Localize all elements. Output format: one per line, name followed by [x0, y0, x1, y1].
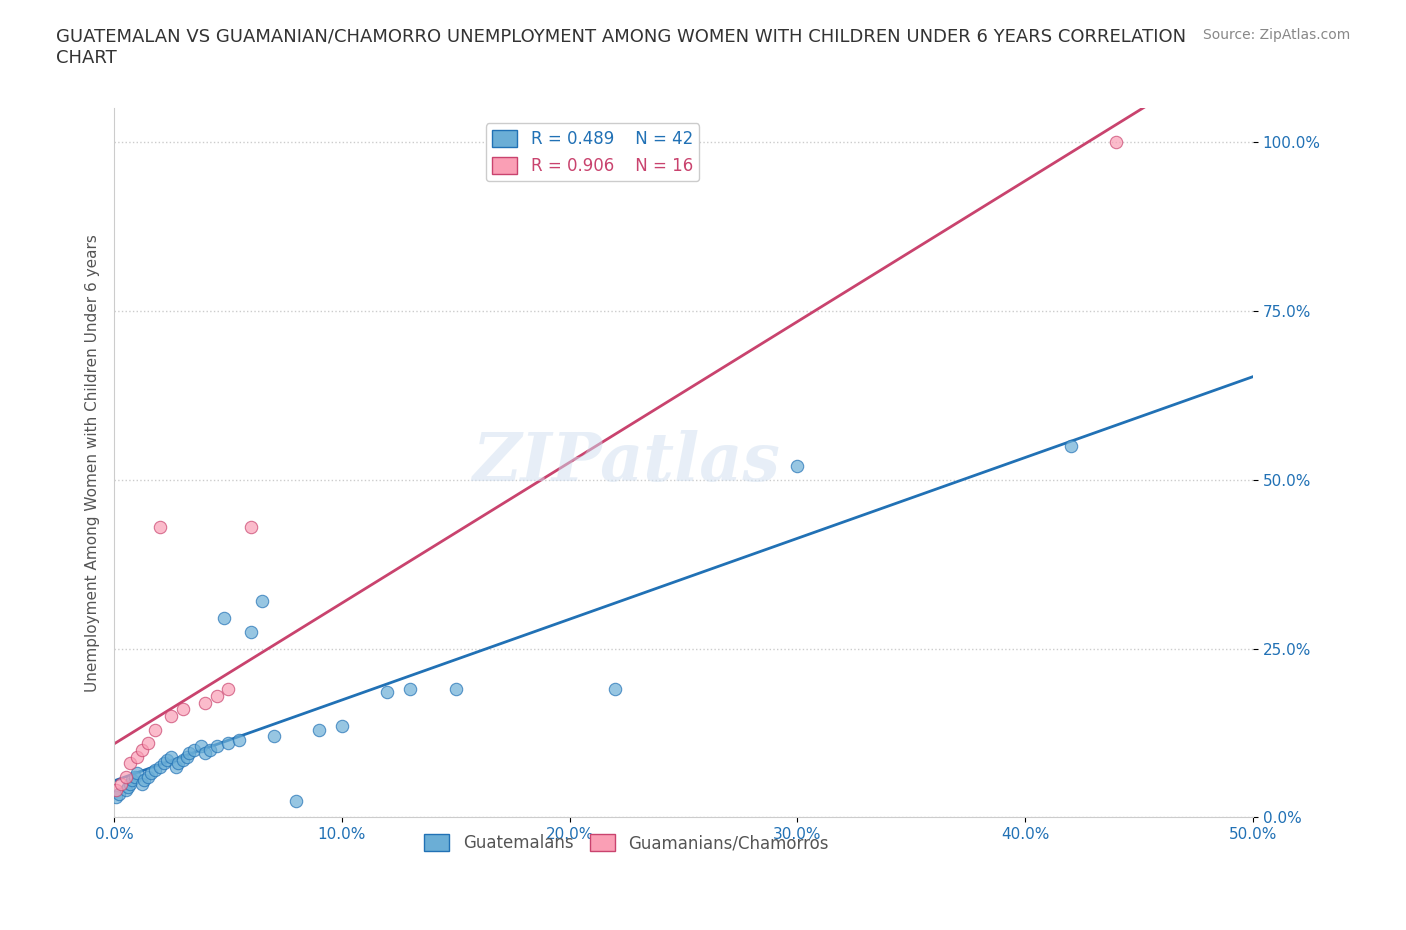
Y-axis label: Unemployment Among Women with Children Under 6 years: Unemployment Among Women with Children U… [86, 233, 100, 692]
Point [167, 756, 190, 771]
Point [153, 756, 176, 771]
Point [194, 746, 217, 761]
Point [252, 593, 274, 608]
Point [176, 750, 198, 764]
Point [155, 752, 177, 767]
Point [183, 742, 205, 757]
Point [121, 773, 143, 788]
Point [117, 779, 139, 794]
Point [330, 719, 353, 734]
Point [160, 750, 183, 764]
Point [263, 729, 285, 744]
Point [172, 702, 194, 717]
Point [105, 790, 128, 804]
Point [114, 769, 136, 784]
Legend: Guatemalans, Guamanians/Chamorros: Guatemalans, Guamanians/Chamorros [418, 827, 835, 858]
Point [138, 769, 160, 784]
Point [205, 739, 228, 754]
Point [198, 742, 221, 757]
Point [143, 763, 166, 777]
Point [217, 682, 239, 697]
Point [172, 752, 194, 767]
Point [190, 739, 212, 754]
Point [131, 742, 153, 757]
Point [105, 783, 128, 798]
Point [444, 682, 467, 697]
Text: ZIPatlas: ZIPatlas [472, 431, 780, 495]
Point [205, 688, 228, 703]
Point [143, 722, 166, 737]
Point [212, 611, 235, 626]
Point [605, 682, 627, 697]
Point [194, 695, 217, 710]
Point [120, 777, 142, 791]
Point [132, 773, 155, 788]
Point [149, 520, 172, 535]
Text: GUATEMALAN VS GUAMANIAN/CHAMORRO UNEMPLOYMENT AMONG WOMEN WITH CHILDREN UNDER 6 : GUATEMALAN VS GUAMANIAN/CHAMORRO UNEMPLO… [56, 28, 1187, 67]
Point [217, 736, 239, 751]
Point [124, 769, 146, 784]
Point [239, 624, 262, 639]
Point [125, 750, 148, 764]
Point [786, 458, 808, 473]
Point [107, 787, 129, 802]
Point [114, 783, 136, 798]
Point [179, 746, 201, 761]
Point [308, 722, 330, 737]
Point [228, 732, 250, 747]
Point [285, 793, 308, 808]
Point [377, 685, 399, 700]
Point [149, 759, 172, 774]
Point [160, 709, 183, 724]
Point [125, 766, 148, 781]
Point [139, 766, 162, 781]
Point [120, 756, 142, 771]
Point [110, 777, 132, 791]
Point [131, 777, 153, 791]
Point [1105, 134, 1128, 149]
Point [165, 759, 187, 774]
Point [239, 520, 262, 535]
Point [138, 736, 160, 751]
Text: Source: ZipAtlas.com: Source: ZipAtlas.com [1202, 28, 1350, 42]
Point [399, 682, 422, 697]
Point [1060, 438, 1083, 453]
